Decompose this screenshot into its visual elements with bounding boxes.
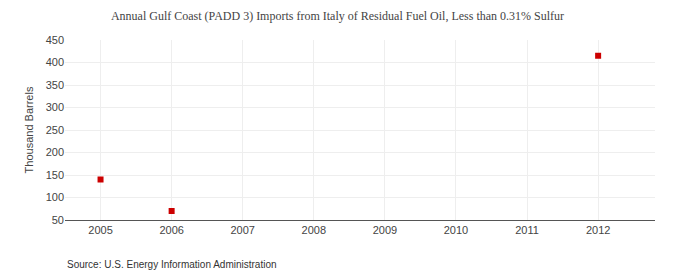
svg-text:Source: U.S. Energy Informatio: Source: U.S. Energy Information Administ… xyxy=(67,259,277,270)
svg-text:250: 250 xyxy=(46,124,64,136)
svg-text:2011: 2011 xyxy=(515,224,539,236)
svg-text:2006: 2006 xyxy=(159,224,183,236)
svg-text:450: 450 xyxy=(46,34,64,46)
svg-text:100: 100 xyxy=(46,191,64,203)
svg-text:Thousand Barrels: Thousand Barrels xyxy=(23,86,35,173)
svg-text:2005: 2005 xyxy=(88,224,112,236)
svg-text:2009: 2009 xyxy=(373,224,397,236)
svg-text:Annual Gulf Coast (PADD 3) Imp: Annual Gulf Coast (PADD 3) Imports from … xyxy=(111,9,564,23)
svg-text:2012: 2012 xyxy=(586,224,610,236)
svg-text:50: 50 xyxy=(52,214,64,226)
svg-text:2010: 2010 xyxy=(444,224,468,236)
svg-text:350: 350 xyxy=(46,79,64,91)
svg-text:2007: 2007 xyxy=(230,224,254,236)
svg-text:200: 200 xyxy=(46,146,64,158)
svg-text:2008: 2008 xyxy=(302,224,326,236)
svg-text:300: 300 xyxy=(46,101,64,113)
svg-text:150: 150 xyxy=(46,169,64,181)
svg-text:400: 400 xyxy=(46,56,64,68)
